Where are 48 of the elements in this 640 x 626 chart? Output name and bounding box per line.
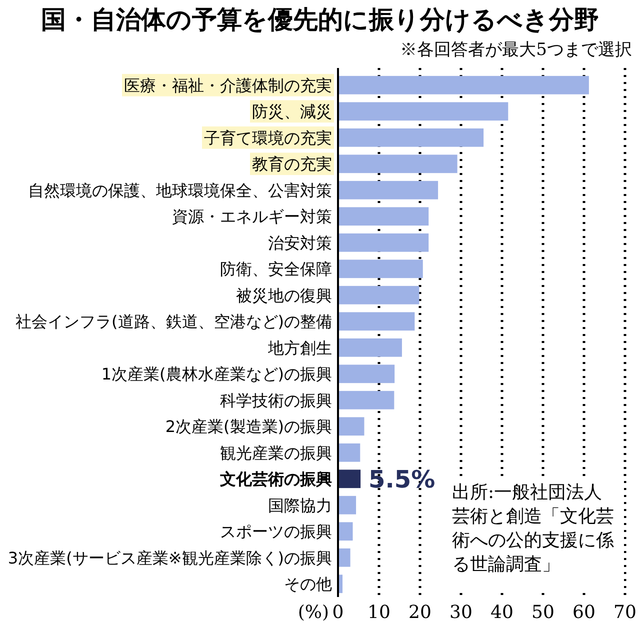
x-tick-label: 70 [614, 602, 636, 623]
x-tick-label: 50 [532, 602, 554, 623]
x-axis-title: (%) [298, 602, 329, 623]
bar [338, 522, 353, 541]
y-tick-label: 観光産業の振興 [220, 443, 332, 462]
bar [338, 76, 589, 94]
x-tick-label: 20 [408, 602, 432, 623]
x-tick-label: 10 [368, 602, 390, 623]
y-tick-label: 地方創生 [267, 338, 332, 358]
bar [338, 548, 350, 567]
bar [338, 364, 395, 384]
x-tick-label: 40 [490, 602, 514, 623]
y-tick-label: スポーツの振興 [220, 522, 332, 542]
y-tick-label: 3次産業(サービス産業※観光産業除く)の振興 [8, 548, 332, 568]
bar [338, 286, 420, 304]
bar [338, 417, 364, 436]
bar [338, 154, 458, 174]
y-tick-label: 防衛、安全保障 [220, 260, 332, 279]
bar [338, 207, 429, 226]
bar [338, 180, 438, 200]
bar [338, 233, 429, 252]
y-tick-label: 資源・エネルギー対策 [172, 207, 332, 226]
chart-subtitle: ※各回答者が最大5つまで選択 [400, 40, 632, 60]
annotation: 出所:一般社団法人芸術と創造「文化芸術への公的支援に係る世論調査」 [452, 482, 614, 575]
y-tick-label: 2次産業(製造業)の振興 [165, 417, 332, 436]
bar [338, 338, 402, 357]
y-tick-label: 1次産業(農林水産業など)の振興 [101, 364, 332, 384]
bar [338, 102, 508, 121]
y-tick-label: その他 [284, 574, 332, 594]
data-label: 5.5% [368, 466, 436, 494]
chart-title: 国・自治体の予算を優先的に振り分けるべき分野 [41, 5, 599, 34]
y-tick-label: 科学技術の振興 [220, 390, 332, 410]
bar [338, 470, 361, 488]
x-tick-label: 60 [572, 602, 596, 623]
y-tick-label: 自然環境の保護、地球環境保全、公害対策 [28, 180, 332, 200]
bar [338, 128, 484, 147]
x-tick-label: 30 [450, 602, 472, 623]
y-tick-label: 文化芸術の振興 [219, 470, 332, 489]
bar [338, 260, 423, 278]
bar [338, 312, 415, 331]
y-tick-label: 被災地の復興 [236, 286, 332, 305]
y-tick-label: 社会インフラ(道路、鉄道、空港など)の整備 [16, 312, 332, 332]
bar [338, 390, 394, 410]
bar [338, 443, 360, 462]
x-tick-label: 0 [332, 602, 344, 623]
y-tick-label: 国際協力 [268, 496, 332, 515]
bar [338, 496, 356, 514]
y-tick-label: 治安対策 [268, 233, 332, 252]
